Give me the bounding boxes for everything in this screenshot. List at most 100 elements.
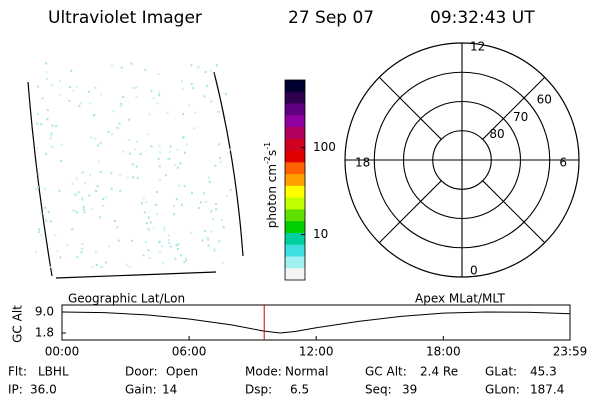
image-pixel <box>37 112 39 115</box>
colorbar-segment <box>285 150 305 163</box>
x-tick-label: 18:00 <box>426 345 461 359</box>
image-pixel <box>110 187 113 190</box>
image-pixel <box>152 226 155 229</box>
polar-diagonal <box>482 180 546 244</box>
image-pixel <box>52 146 55 149</box>
image-pixel <box>145 201 148 204</box>
image-pixel <box>95 250 97 253</box>
image-pixel <box>84 182 86 185</box>
image-pixel <box>201 239 204 242</box>
colorbar-segment <box>285 115 305 128</box>
image-pixel <box>142 197 145 200</box>
image-pixel <box>184 151 186 154</box>
colorbar-segment <box>285 162 305 175</box>
image-pixel <box>83 211 86 214</box>
image-pixel <box>135 95 138 98</box>
image-pixel <box>162 262 165 265</box>
image-pixel <box>191 192 193 195</box>
image-pixel <box>110 64 113 67</box>
image-pixel <box>36 85 39 88</box>
image-pixel <box>135 165 138 168</box>
image-pixel <box>178 184 181 187</box>
colorbar-segment <box>285 91 305 105</box>
image-pixel <box>179 162 182 165</box>
theta-tick-label: 6 <box>559 156 567 170</box>
image-pixel <box>110 133 113 136</box>
image-pixel <box>99 216 102 219</box>
image-pixel <box>74 193 76 196</box>
image-pixel <box>46 77 48 80</box>
image-pixel <box>104 261 107 264</box>
image-pixel <box>197 66 200 69</box>
image-pixel <box>199 201 202 204</box>
colorbar-segment <box>285 232 305 246</box>
r-tick-label: 80 <box>489 127 504 141</box>
status-value: 2.4 Re <box>420 365 458 379</box>
image-pixel <box>73 194 76 197</box>
image-pixel <box>36 122 39 125</box>
image-pixel <box>208 176 210 179</box>
image-pixel <box>177 243 180 246</box>
image-pixel <box>40 123 43 126</box>
image-pixel <box>158 151 161 154</box>
image-pixel <box>210 69 213 72</box>
image-pixel <box>184 257 187 260</box>
image-pixel <box>176 148 179 151</box>
image-pixel <box>35 250 37 253</box>
image-pixel <box>217 110 220 113</box>
x-tick-label: 12:00 <box>299 345 334 359</box>
image-pixel <box>159 251 162 253</box>
image-pixel <box>81 171 84 174</box>
image-pixel <box>158 91 161 94</box>
image-pixel <box>120 66 123 69</box>
image-pixel <box>190 64 193 67</box>
image-pixel <box>146 133 149 136</box>
image-pixel <box>40 234 43 237</box>
image-pixel <box>76 256 79 259</box>
image-pixel <box>69 86 72 88</box>
image-pixel <box>182 136 185 139</box>
image-pixel <box>173 205 175 208</box>
title: Ultraviolet Imager <box>48 8 202 28</box>
image-pixel <box>168 241 171 244</box>
image-pixel <box>167 238 170 241</box>
image-pixel <box>158 144 161 147</box>
image-pixel <box>82 206 85 209</box>
annotation: Geographic Lat/Lon <box>68 292 185 306</box>
polar-diagonal <box>378 180 442 244</box>
image-pixel <box>221 218 224 221</box>
image-pixel <box>147 216 150 219</box>
colorbar-segment <box>285 80 305 93</box>
colorbar-label-part: s <box>265 150 279 156</box>
image-pixel <box>181 80 184 82</box>
image-pixel <box>152 97 155 99</box>
image-pixel <box>219 160 222 163</box>
image-pixel <box>150 145 153 148</box>
image-pixel <box>90 136 93 139</box>
image-pixel <box>38 228 41 231</box>
image-pixel <box>120 102 123 105</box>
image-edge <box>55 271 217 279</box>
status-value: 6.5 <box>290 383 309 397</box>
colorbar-segment <box>285 256 305 269</box>
image-pixel <box>94 190 97 192</box>
colorbar-tick-label: 10 <box>313 227 328 241</box>
polar-diagonal <box>378 76 442 140</box>
polar-ring <box>402 100 522 220</box>
image-pixel <box>174 164 177 167</box>
image-pixel <box>155 191 158 193</box>
time: 09:32:43 UT <box>430 8 535 28</box>
altitude-line <box>61 311 571 334</box>
image-pixel <box>115 126 118 129</box>
image-pixel <box>208 180 211 183</box>
image-pixel <box>145 222 148 225</box>
status-label: Gain: <box>125 383 157 397</box>
image-pixel <box>158 94 161 97</box>
colorbar-segment <box>285 209 305 222</box>
image-pixel <box>127 139 130 142</box>
image-pixel <box>135 140 138 143</box>
image-pixel <box>41 97 44 100</box>
image-pixel <box>36 146 39 149</box>
status-value: 45.3 <box>530 365 557 379</box>
